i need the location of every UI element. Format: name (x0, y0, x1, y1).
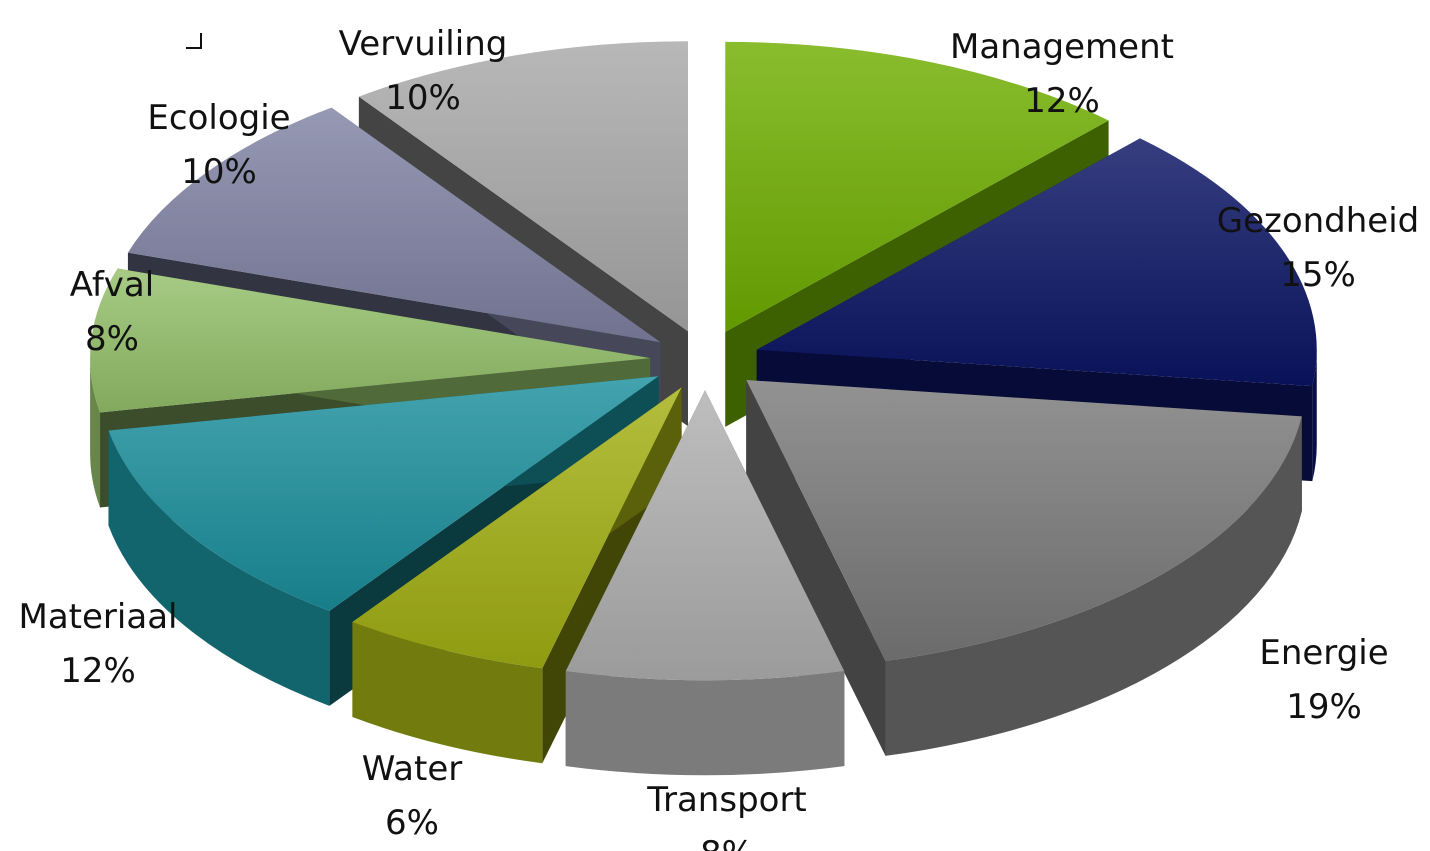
pie-slices (90, 41, 1317, 776)
slice-ecologie-top (127, 107, 661, 343)
slice-management-top (725, 41, 1109, 332)
slice-percent-vervuiling: 10% (385, 78, 461, 118)
slice-afval-top (90, 268, 651, 413)
slice-materiaal-rim (108, 430, 330, 706)
slice-label-afval: Afval (70, 265, 154, 305)
slice-energie-rim (885, 416, 1302, 756)
slice-percent-transport: 8% (700, 834, 754, 851)
slice-vervuiling-top (358, 41, 689, 332)
slice-percent-ecologie: 10% (181, 152, 257, 192)
slice-percent-afval: 8% (85, 319, 139, 359)
slice-label-water: Water (362, 749, 463, 789)
slice-transport-rim (565, 671, 845, 776)
slice-afval-rim (90, 358, 101, 508)
slice-water-rim (352, 621, 543, 764)
slice-percent-gezondheid: 15% (1280, 255, 1356, 295)
corner-marker (186, 33, 202, 49)
slice-gezondheid-top (756, 138, 1317, 387)
slice-percent-water: 6% (385, 803, 439, 843)
slice-materiaal-top (108, 376, 659, 611)
slice-percent-materiaal: 12% (60, 651, 136, 691)
slice-energie-wall (746, 380, 886, 756)
slice-label-vervuiling: Vervuiling (339, 24, 508, 64)
slice-label-energie: Energie (1259, 633, 1388, 673)
slice-energie (746, 380, 1302, 756)
slice-label-management: Management (950, 27, 1174, 67)
slice-transport (565, 390, 845, 776)
slice-percent-management: 12% (1024, 81, 1100, 121)
slice-labels: Management 12% Gezondheid 15% Energie 19% Tran… (19, 24, 1420, 851)
slice-label-gezondheid: Gezondheid (1217, 201, 1420, 241)
slice-label-materiaal: Materiaal (19, 597, 178, 637)
slice-label-ecologie: Ecologie (147, 98, 290, 138)
slice-percent-energie: 19% (1286, 687, 1362, 727)
slice-energie-top (746, 380, 1302, 661)
slice-gezondheid-rim (1312, 349, 1317, 482)
slice-label-transport: Transport (646, 780, 807, 820)
slice-transport-top (565, 390, 845, 681)
slice-water-top (352, 387, 682, 669)
